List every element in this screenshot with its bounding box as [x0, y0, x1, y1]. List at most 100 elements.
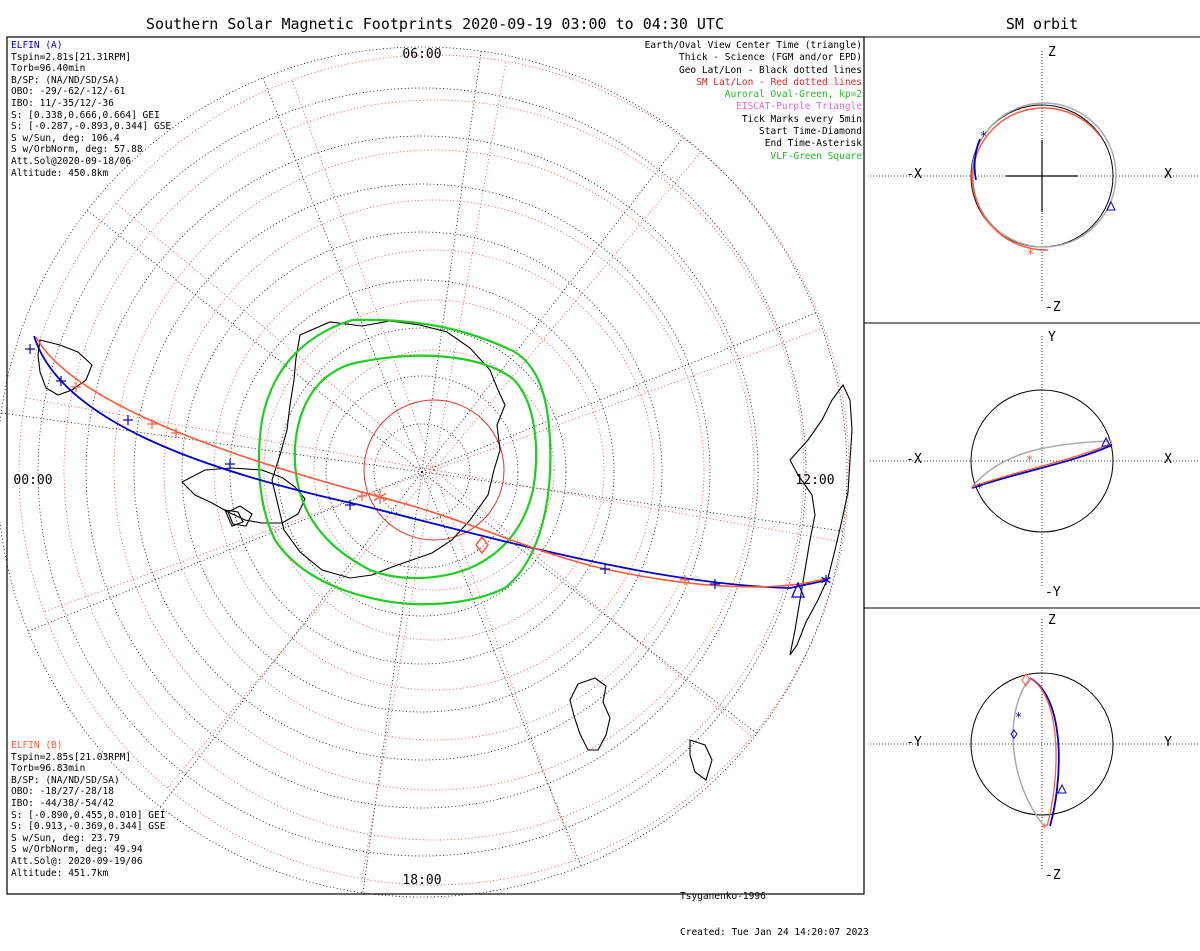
elfin_b-line: Torb=96.83min — [11, 763, 86, 775]
elfin_b-line: S: [-0.890,0.455,0.010] GEI — [11, 809, 166, 821]
sm-orbit-a — [973, 138, 981, 181]
coastline-island — [224, 509, 244, 527]
sm-meridian — [166, 469, 435, 789]
sm-marker-a: * — [1015, 710, 1022, 724]
sm-triangle-a — [1101, 436, 1111, 447]
sm-orbit-gray — [971, 440, 1113, 488]
elfin_a-line: B/SP: (NA/ND/SD/SA) — [11, 74, 120, 86]
auroral-ovals — [257, 318, 552, 606]
sm-meridian — [43, 469, 435, 613]
legend-line: Auroral Oval-Green, kp=2 — [724, 89, 862, 101]
auroral-oval-outer — [257, 318, 552, 606]
coastline-africa — [789, 383, 853, 656]
credit-block: Tsyganenko-1996 Created: Tue Jan 24 14:2… — [680, 867, 869, 951]
elfin_a-line: Tspin=2.81s[21.31RPM] — [11, 51, 132, 63]
elfin-a-info: ELFIN (A) Tspin=2.81s[21.31RPM] Torb=96.40… — [11, 40, 171, 179]
sm-lat-circle — [63, 99, 805, 841]
sm-lat-circle — [363, 399, 505, 541]
sm-meridian — [433, 469, 753, 738]
map-frame — [6, 36, 865, 895]
sm-axis-label: -X — [906, 167, 922, 182]
geo-lat-circle — [277, 327, 567, 617]
sm-triangle-a — [1106, 200, 1116, 211]
sm-marker-a: * — [976, 481, 983, 495]
sm-orbit-gray — [971, 102, 1117, 248]
sm-meridian — [115, 202, 435, 471]
sm-meridian — [433, 61, 507, 471]
coastline-antarctica — [271, 320, 506, 579]
elfin-a-track — [33, 335, 829, 589]
legend-line: VLF-Green Square — [770, 150, 862, 162]
elfin_a-line: Att.Sol@2020-09-18/06 — [11, 155, 132, 167]
coastline-south-africa-west — [37, 339, 93, 396]
sm-lat-circle — [213, 249, 655, 691]
geo-meridian — [421, 312, 817, 473]
sm-meridian — [25, 397, 435, 471]
sm-meridian — [433, 469, 577, 861]
elfin_a-line: Torb=96.40min — [11, 63, 86, 75]
time-label-bottom: 18:00 — [402, 873, 441, 888]
sm-panel-1: Z -Z -X X * * — [870, 45, 1200, 315]
sm-lat-circle — [313, 349, 555, 591]
elfin_b-line: IBO: -44/38/-54/42 — [11, 797, 114, 809]
geo-meridian — [1, 412, 423, 473]
coastline-tasmania — [227, 505, 253, 527]
geo-meridian — [86, 210, 423, 473]
sm-orbit-b — [1029, 677, 1057, 827]
sm-axis-label: Y — [1164, 735, 1172, 750]
elfin_b-line: S w/OrbNorm, deg: 49.94 — [11, 844, 143, 856]
auroral-oval-inner — [293, 354, 538, 580]
figure-title: Southern Solar Magnetic Footprints 2020-… — [146, 15, 724, 33]
sm-axis-label: Y — [1048, 330, 1056, 345]
sm-diamond-b — [1021, 673, 1031, 687]
sm-lat-circle — [113, 149, 755, 791]
time-label-left: 00:00 — [13, 473, 52, 488]
elfin_b-line: OBO: -18/27/-28/18 — [11, 786, 114, 798]
sm-marker-b: * — [1027, 247, 1034, 261]
legend-line: Start Time-Diamond — [759, 126, 862, 138]
elfin_b-line: Altitude: 451.7km — [11, 867, 109, 879]
geo-lat-circle — [133, 183, 711, 761]
geo-lat-circle — [181, 231, 663, 713]
sm-axis-label: X — [1164, 452, 1172, 467]
elfin_a-line: S: [-0.287,-0.893,0.344] GSE — [11, 121, 172, 133]
sm-orbit-b — [972, 107, 1101, 251]
time-label-top: 06:00 — [402, 47, 441, 62]
continent-outlines — [37, 320, 853, 781]
created-timestamp: Created: Tue Jan 24 14:20:07 2023 — [680, 927, 869, 938]
sm-meridian — [433, 327, 825, 471]
elfin_a-line: OBO: -29/-62/-12/-61 — [11, 86, 126, 98]
geo-lat-circle — [37, 87, 807, 857]
sm-orbit-b — [971, 442, 1113, 488]
geo-meridian — [160, 471, 423, 808]
sm-meridian — [433, 469, 843, 543]
geo-meridian — [421, 51, 482, 473]
sm-axis-label: Z — [1048, 613, 1056, 628]
geo-meridian — [27, 471, 423, 632]
elfin-a-view-triangle — [791, 581, 805, 598]
geo-meridian — [421, 471, 843, 532]
elfin_a-line: ELFIN (A) — [11, 40, 63, 51]
geo-meridian — [262, 77, 423, 473]
footprint-tracks — [25, 335, 831, 598]
elfin-b-end-asterisk — [373, 492, 387, 502]
coastline-new-zealand — [689, 739, 713, 781]
sm-axis-label: -Z — [1045, 868, 1061, 883]
geo-lat-circle — [0, 46, 848, 898]
sm-earth-circle — [970, 389, 1114, 533]
sm-orbit-title: SM orbit — [1006, 15, 1078, 33]
sm-diamond-a — [1010, 729, 1018, 739]
sm-axis-label: -Y — [906, 735, 922, 750]
elfin_a-line: IBO: 11/-35/12/-36 — [11, 97, 114, 109]
geo-meridian — [421, 136, 684, 473]
sm-orbit-panels: Z -Z -X X * * Y -Y -X X * * Z -Z -Y Y * * — [870, 45, 1200, 883]
footprint-figure: Southern Solar Magnetic Footprints 2020-… — [0, 15, 1200, 898]
coastline-south-america — [569, 677, 611, 751]
elfin-b-info: ELFIN (B) Tspin=2.85s[21.03RPM] Torb=96.83… — [11, 740, 165, 879]
elfin_a-line: Altitude: 450.8km — [11, 167, 109, 179]
sm-axis-label: Z — [1048, 45, 1056, 60]
geo-lat-circle — [229, 279, 615, 665]
sm-axis-label: -X — [906, 452, 922, 467]
sm-axis-label: -Z — [1045, 300, 1061, 315]
geo-lat-circle — [373, 423, 471, 521]
